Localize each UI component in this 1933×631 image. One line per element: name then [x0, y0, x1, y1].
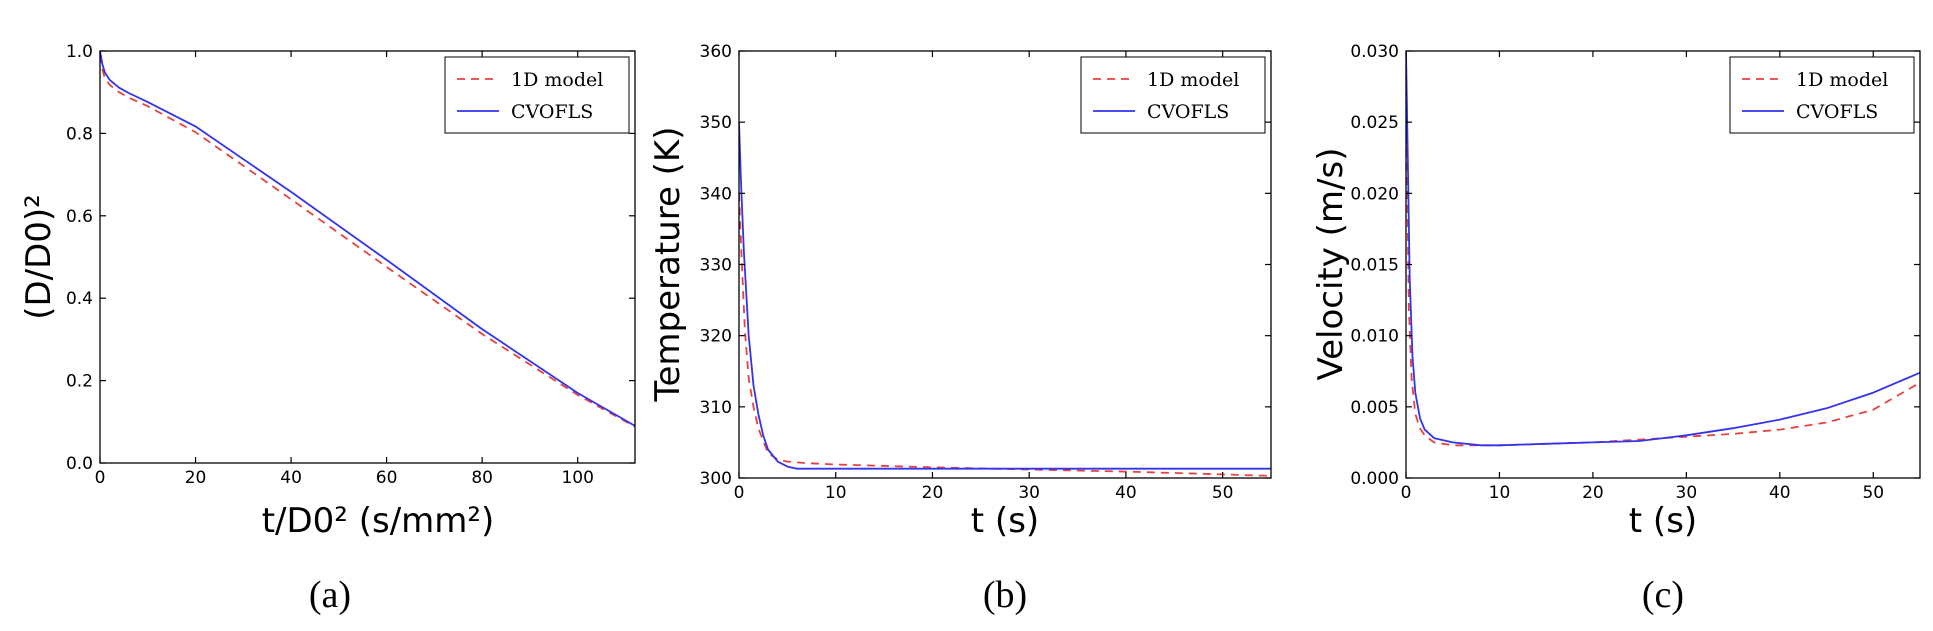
panel-2: 0 10 20 30 40 50 300 310 320 330 340 350 360 t (s) Tem…	[648, 42, 1272, 616]
legend-box	[1729, 56, 1915, 134]
y-tick-label: 0.0	[66, 454, 93, 474]
y-axis-label: Temperature (K)	[648, 126, 688, 402]
series-line-model1d	[100, 54, 635, 428]
legend-label: CVOFLS	[1147, 101, 1229, 123]
panel-label: (a)	[309, 574, 351, 616]
y-tick-label: 1.0	[66, 42, 93, 62]
y-tick-label: 0.025	[1350, 113, 1399, 133]
x-tick-label: 40	[1769, 483, 1791, 503]
y-tick-label: 0.005	[1350, 398, 1399, 418]
panel-3: 0 10 20 30 40 50 0.000 0.005 0.010 0.015 0.020 0.02…	[1311, 42, 1921, 616]
x-tick-label: 0	[95, 468, 106, 488]
y-tick-label: 320	[700, 327, 732, 347]
y-tick-label: 0.010	[1350, 327, 1399, 347]
y-tick-label: 0.020	[1350, 184, 1399, 204]
plot-frame	[99, 50, 636, 464]
x-tick-label: 0	[1401, 483, 1412, 503]
y-tick-label: 300	[700, 469, 732, 489]
legend-label: 1D model	[1796, 69, 1888, 91]
legend-label: 1D model	[511, 69, 603, 91]
x-tick-label: 10	[825, 483, 847, 503]
legend: 1D model CVOFLS	[1729, 56, 1915, 134]
legend-label: CVOFLS	[1796, 101, 1878, 123]
y-tick-label: 340	[700, 184, 732, 204]
y-tick-label: 310	[700, 398, 732, 418]
legend-box	[1080, 56, 1266, 134]
legend: 1D model CVOFLS	[1080, 56, 1266, 134]
series-line-cvofls	[1406, 51, 1920, 447]
x-tick-label: 0	[734, 483, 745, 503]
y-tick-label: 0.000	[1350, 469, 1399, 489]
legend-box	[444, 56, 630, 134]
x-tick-label: 40	[280, 468, 302, 488]
legend: 1D model CVOFLS	[444, 56, 630, 134]
x-tick-label: 20	[922, 483, 944, 503]
x-tick-label: 20	[185, 468, 207, 488]
y-tick-label: 0.015	[1350, 256, 1399, 276]
x-tick-label: 50	[1862, 483, 1884, 503]
y-axis-label: Velocity (m/s)	[1311, 147, 1351, 380]
y-tick-label: 0.6	[66, 207, 93, 227]
x-axis-label: t (s)	[1629, 501, 1697, 541]
y-tick-label: 330	[700, 256, 732, 276]
legend-label: CVOFLS	[511, 101, 593, 123]
x-tick-label: 100	[561, 468, 593, 488]
y-tick-label: 0.8	[66, 124, 93, 144]
series-line-cvofls	[100, 51, 635, 427]
legend-label: 1D model	[1147, 69, 1239, 91]
y-tick-label: 0.4	[66, 289, 93, 309]
panel-label: (b)	[983, 574, 1027, 616]
y-tick-label: 0.030	[1350, 42, 1399, 62]
series-line-cvofls	[739, 122, 1271, 470]
y-axis-label: (D/D0)²	[19, 194, 59, 320]
x-tick-label: 50	[1212, 483, 1234, 503]
y-tick-label: 360	[700, 42, 732, 62]
x-tick-label: 60	[376, 468, 398, 488]
x-tick-label: 80	[471, 468, 493, 488]
series-line-model1d	[739, 193, 1271, 477]
x-tick-label: 30	[1676, 483, 1698, 503]
panel-label: (c)	[1642, 574, 1684, 616]
x-axis-label: t (s)	[971, 501, 1039, 541]
y-tick-label: 350	[700, 113, 732, 133]
x-axis-label: t/D0² (s/mm²)	[262, 501, 495, 541]
panel-1: 0 20 40 60 80 100 0.0 0.2 0.4 0.6 0.8 1.0 t/D0² (s/m…	[19, 42, 636, 616]
x-tick-label: 40	[1115, 483, 1137, 503]
x-tick-label: 10	[1489, 483, 1511, 503]
x-tick-label: 20	[1582, 483, 1604, 503]
y-tick-label: 0.2	[66, 372, 93, 392]
x-tick-label: 30	[1018, 483, 1040, 503]
